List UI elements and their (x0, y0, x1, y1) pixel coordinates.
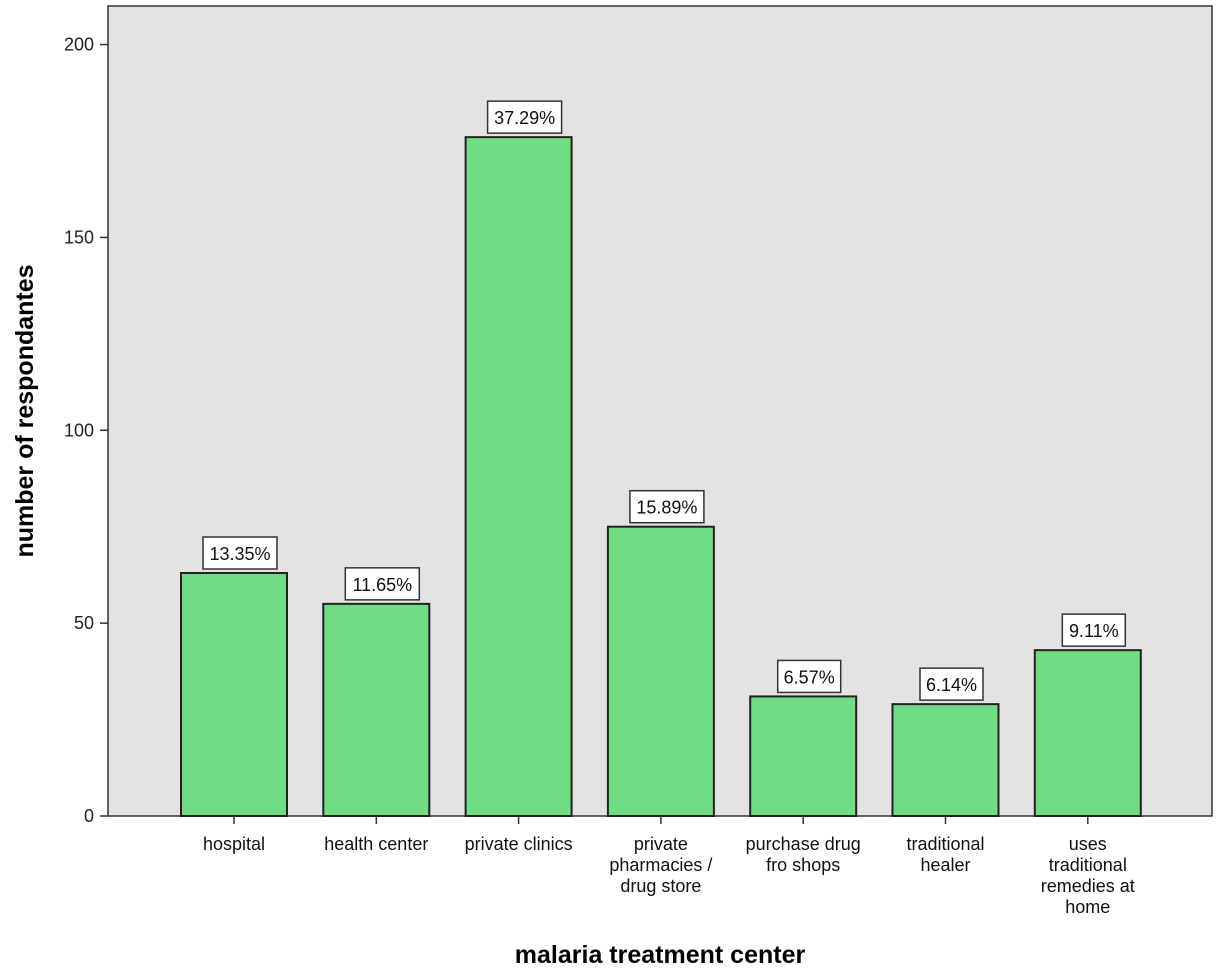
data-label-box (629, 489, 705, 524)
data-label-box (919, 667, 984, 701)
data-label: 6.57% (776, 659, 842, 694)
x-tick-label-line: remedies at (1041, 876, 1135, 896)
x-tick-label-line: traditional (1049, 855, 1127, 875)
x-tick-label: private clinics (465, 834, 573, 854)
y-tick-label: 100 (64, 420, 94, 440)
x-tick-label-line: pharmacies / (609, 855, 712, 875)
x-tick-label-line: home (1065, 897, 1110, 917)
x-tick-label-line: private (634, 834, 688, 854)
bar (891, 703, 1000, 818)
data-label-box (1061, 613, 1127, 647)
data-label: 37.29% (486, 100, 563, 134)
x-tick-label: health center (324, 834, 428, 854)
data-label-box (486, 100, 563, 134)
x-tick-label: traditional healer (906, 834, 984, 875)
bar (180, 572, 288, 817)
data-label: 13.35% (202, 536, 278, 570)
data-label: 9.11% (1061, 613, 1127, 647)
y-tick-label: 0 (84, 806, 94, 826)
x-tick-label: purchase drug fro shops (746, 834, 861, 875)
y-tick-label: 50 (74, 613, 94, 633)
data-label: 11.65% (344, 567, 421, 601)
data-labels: 13.35% 11.65% 37.29% 15.89% 6.57% 6.14% 9.11% (202, 100, 1127, 701)
x-tick-label-line: uses (1069, 834, 1107, 854)
bar (606, 525, 715, 817)
x-tick-label-line: purchase drug (746, 834, 861, 854)
y-axis-title: number of respondantes (11, 264, 39, 557)
x-tick-label-line: health center (324, 834, 428, 854)
x-tick-label-line: hospital (203, 834, 265, 854)
y-axis: 0 50 100 150 200 (64, 35, 108, 826)
y-tick-label: 150 (64, 227, 94, 247)
data-label-text: 9.11% (1069, 621, 1119, 641)
x-tick-label: hospital (203, 834, 265, 854)
x-tick-label: private pharmacies / drug store (609, 834, 712, 896)
data-label-text: 37.29% (494, 108, 555, 128)
x-axis: hospital health center private clinics priv… (203, 816, 1135, 917)
x-tick-label-line: fro shops (766, 855, 840, 875)
x-tick-label: uses traditional remedies at home (1041, 834, 1135, 917)
x-tick-label-line: healer (920, 855, 970, 875)
y-tick-label: 200 (64, 35, 94, 55)
data-label-text: 11.65% (352, 575, 412, 595)
data-label-box (776, 659, 842, 694)
bars (180, 136, 1142, 818)
data-label-text: 13.35% (209, 544, 270, 564)
data-label-box (202, 536, 278, 570)
bar (322, 602, 431, 817)
data-label: 6.14% (919, 667, 984, 701)
x-tick-label-line: drug store (620, 876, 701, 896)
data-label-text: 15.89% (636, 498, 697, 518)
x-tick-label-line: traditional (906, 834, 984, 854)
x-axis-title: malaria treatment center (515, 941, 806, 969)
data-label-box (344, 567, 421, 601)
bar (464, 136, 573, 817)
data-label-text: 6.14% (926, 675, 977, 695)
data-label-text: 6.57% (784, 667, 835, 687)
data-label: 15.89% (629, 489, 705, 524)
bar (749, 695, 858, 818)
bar (1033, 649, 1142, 818)
x-tick-label-line: private clinics (465, 834, 573, 854)
